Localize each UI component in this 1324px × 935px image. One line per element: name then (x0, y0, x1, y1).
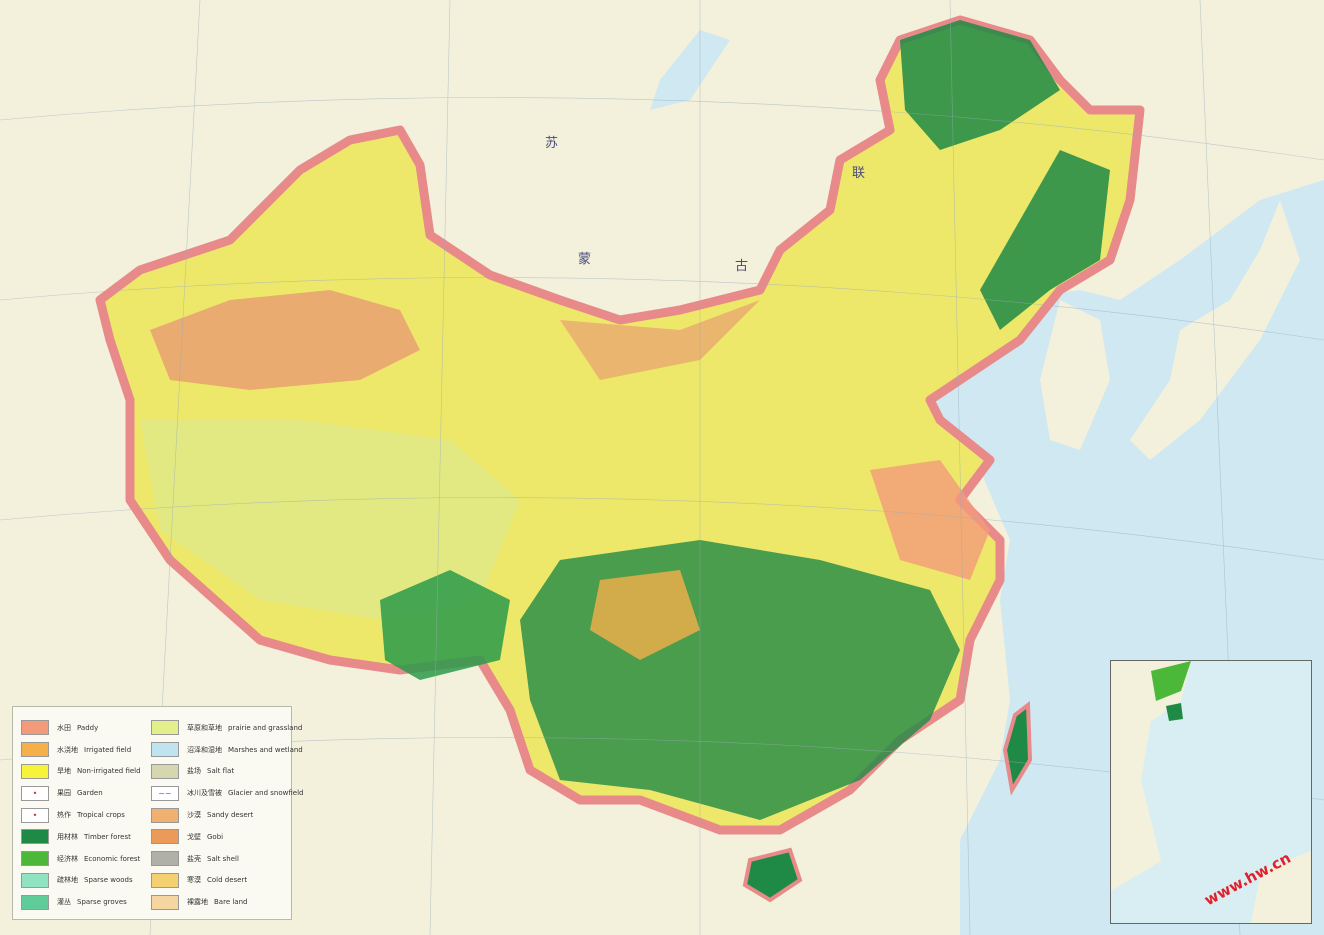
legend-label-en: Salt flat (207, 767, 235, 776)
legend-swatch (21, 872, 49, 888)
legend-swatch (151, 851, 179, 867)
legend-item-gobi: 戈壁 Gobi (151, 826, 303, 848)
legend-label-cn: 水田 (57, 723, 71, 732)
legend-swatch (21, 763, 49, 779)
inset-map (1111, 661, 1311, 923)
legend-label-en: Timber forest (84, 832, 131, 841)
legend-label-cn: 灌丛 (57, 898, 71, 907)
lake-baikal (650, 30, 730, 110)
legend-column-right: 草原和草地 prairie and grassland 沼泽和湿地 Marshes … (151, 717, 303, 913)
legend: 水田 Paddy 水浇地 Irrigated field 旱地 Non-irrigat… (12, 706, 303, 920)
legend-label-en: Salt shell (207, 854, 239, 863)
legend-item-irrigated: 水浇地 Irrigated field (21, 739, 141, 761)
legend-label-en: prairie and grassland (228, 723, 303, 732)
taklimakan-desert (150, 290, 420, 390)
legend-label-en: Gobi (207, 832, 224, 841)
legend-label-en: Cold desert (207, 876, 248, 885)
dot-symbol-icon: • (21, 807, 49, 823)
legend-swatch (21, 829, 49, 845)
south-china-sea-inset (1110, 660, 1312, 924)
legend-item-cold-desert: 寒漠 Cold desert (151, 870, 303, 892)
legend-label-en: Garden (77, 789, 103, 798)
legend-item-marshes: 沼泽和湿地 Marshes and wetland (151, 739, 303, 761)
legend-label-cn: 沙漠 (187, 811, 201, 820)
legend-item-sandy-desert: 沙漠 Sandy desert (151, 804, 303, 826)
country-label-mongolia-1: 蒙 (578, 252, 592, 267)
legend-label-cn: 草原和草地 (187, 723, 222, 732)
legend-label-en: Glacier and snowfield (228, 789, 304, 798)
legend-label-en: Sparse groves (77, 898, 127, 907)
hainan (742, 847, 803, 903)
legend-swatch (151, 763, 179, 779)
legend-label-cn: 水浇地 (57, 745, 78, 754)
legend-label-en: Paddy (77, 723, 99, 732)
legend-label-en: Economic forest (84, 854, 141, 863)
legend-swatch (151, 872, 179, 888)
legend-label-cn: 盐壳 (187, 854, 201, 863)
east-paddy (870, 460, 990, 580)
legend-label-en: Marshes and wetland (228, 745, 303, 754)
legend-item-salt-flat: 盐场 Salt flat (151, 761, 303, 783)
legend-label-en: Irrigated field (84, 745, 132, 754)
country-label-mongolia-2: 古 (735, 259, 749, 274)
legend-label-cn: 果园 (57, 789, 71, 798)
legend-label-cn: 疏林地 (57, 876, 78, 885)
legend-swatch (21, 894, 49, 910)
country-label-soviet-1: 苏 (545, 136, 559, 151)
legend-label-cn: 热作 (57, 811, 71, 820)
korea-japan-land (1040, 200, 1300, 460)
legend-swatch (151, 807, 179, 823)
legend-label-en: Bare land (214, 898, 248, 907)
country-label-soviet-2: 联 (852, 166, 866, 181)
legend-swatch (21, 742, 49, 758)
legend-item-garden: • 果园 Garden (21, 782, 141, 804)
legend-item-timber: 用材林 Timber forest (21, 826, 141, 848)
legend-label-en: Non-irrigated field (77, 767, 141, 776)
legend-label-cn: 沼泽和湿地 (187, 745, 222, 754)
legend-item-economic: 经济林 Economic forest (21, 848, 141, 870)
sichuan-forest (380, 570, 510, 680)
legend-swatch (21, 851, 49, 867)
legend-label-cn: 经济林 (57, 854, 78, 863)
legend-label-cn: 旱地 (57, 767, 71, 776)
northeast-forest (900, 20, 1110, 330)
legend-label-cn: 用材林 (57, 832, 78, 841)
legend-item-glacier: ~~ 冰川及雪被 Glacier and snowfield (151, 782, 303, 804)
legend-label-cn: 盐场 (187, 767, 201, 776)
legend-swatch (21, 720, 49, 736)
legend-column-left: 水田 Paddy 水浇地 Irrigated field 旱地 Non-irrigat… (21, 717, 141, 913)
legend-label-cn: 寒漠 (187, 876, 201, 885)
legend-label-en: Sparse woods (84, 876, 133, 885)
legend-swatch (151, 742, 179, 758)
legend-swatch (151, 894, 179, 910)
legend-item-grassland: 草原和草地 prairie and grassland (151, 717, 303, 739)
dot-symbol-icon: • (21, 785, 49, 801)
tibet-grassland (140, 420, 520, 620)
legend-swatch (151, 720, 179, 736)
legend-label-en: Tropical crops (77, 811, 125, 820)
legend-item-paddy: 水田 Paddy (21, 717, 141, 739)
legend-label-cn: 冰川及雪被 (187, 789, 222, 798)
sichuan-basin (590, 570, 700, 660)
legend-label-cn: 裸露地 (187, 898, 208, 907)
taiwan (1002, 701, 1033, 796)
glacier-symbol-icon: ~~ (151, 785, 179, 801)
legend-item-salt-shell: 盐壳 Salt shell (151, 848, 303, 870)
legend-item-tropical: • 热作 Tropical crops (21, 804, 141, 826)
gobi-area (560, 300, 760, 380)
legend-item-non-irrigated: 旱地 Non-irrigated field (21, 761, 141, 783)
legend-swatch (151, 829, 179, 845)
legend-item-sparse-woods: 疏林地 Sparse woods (21, 870, 141, 892)
legend-item-sparse-groves: 灌丛 Sparse groves (21, 891, 141, 913)
legend-label-en: Sandy desert (207, 811, 254, 820)
legend-label-cn: 戈壁 (187, 832, 201, 841)
legend-item-bare-land: 裸露地 Bare land (151, 891, 303, 913)
